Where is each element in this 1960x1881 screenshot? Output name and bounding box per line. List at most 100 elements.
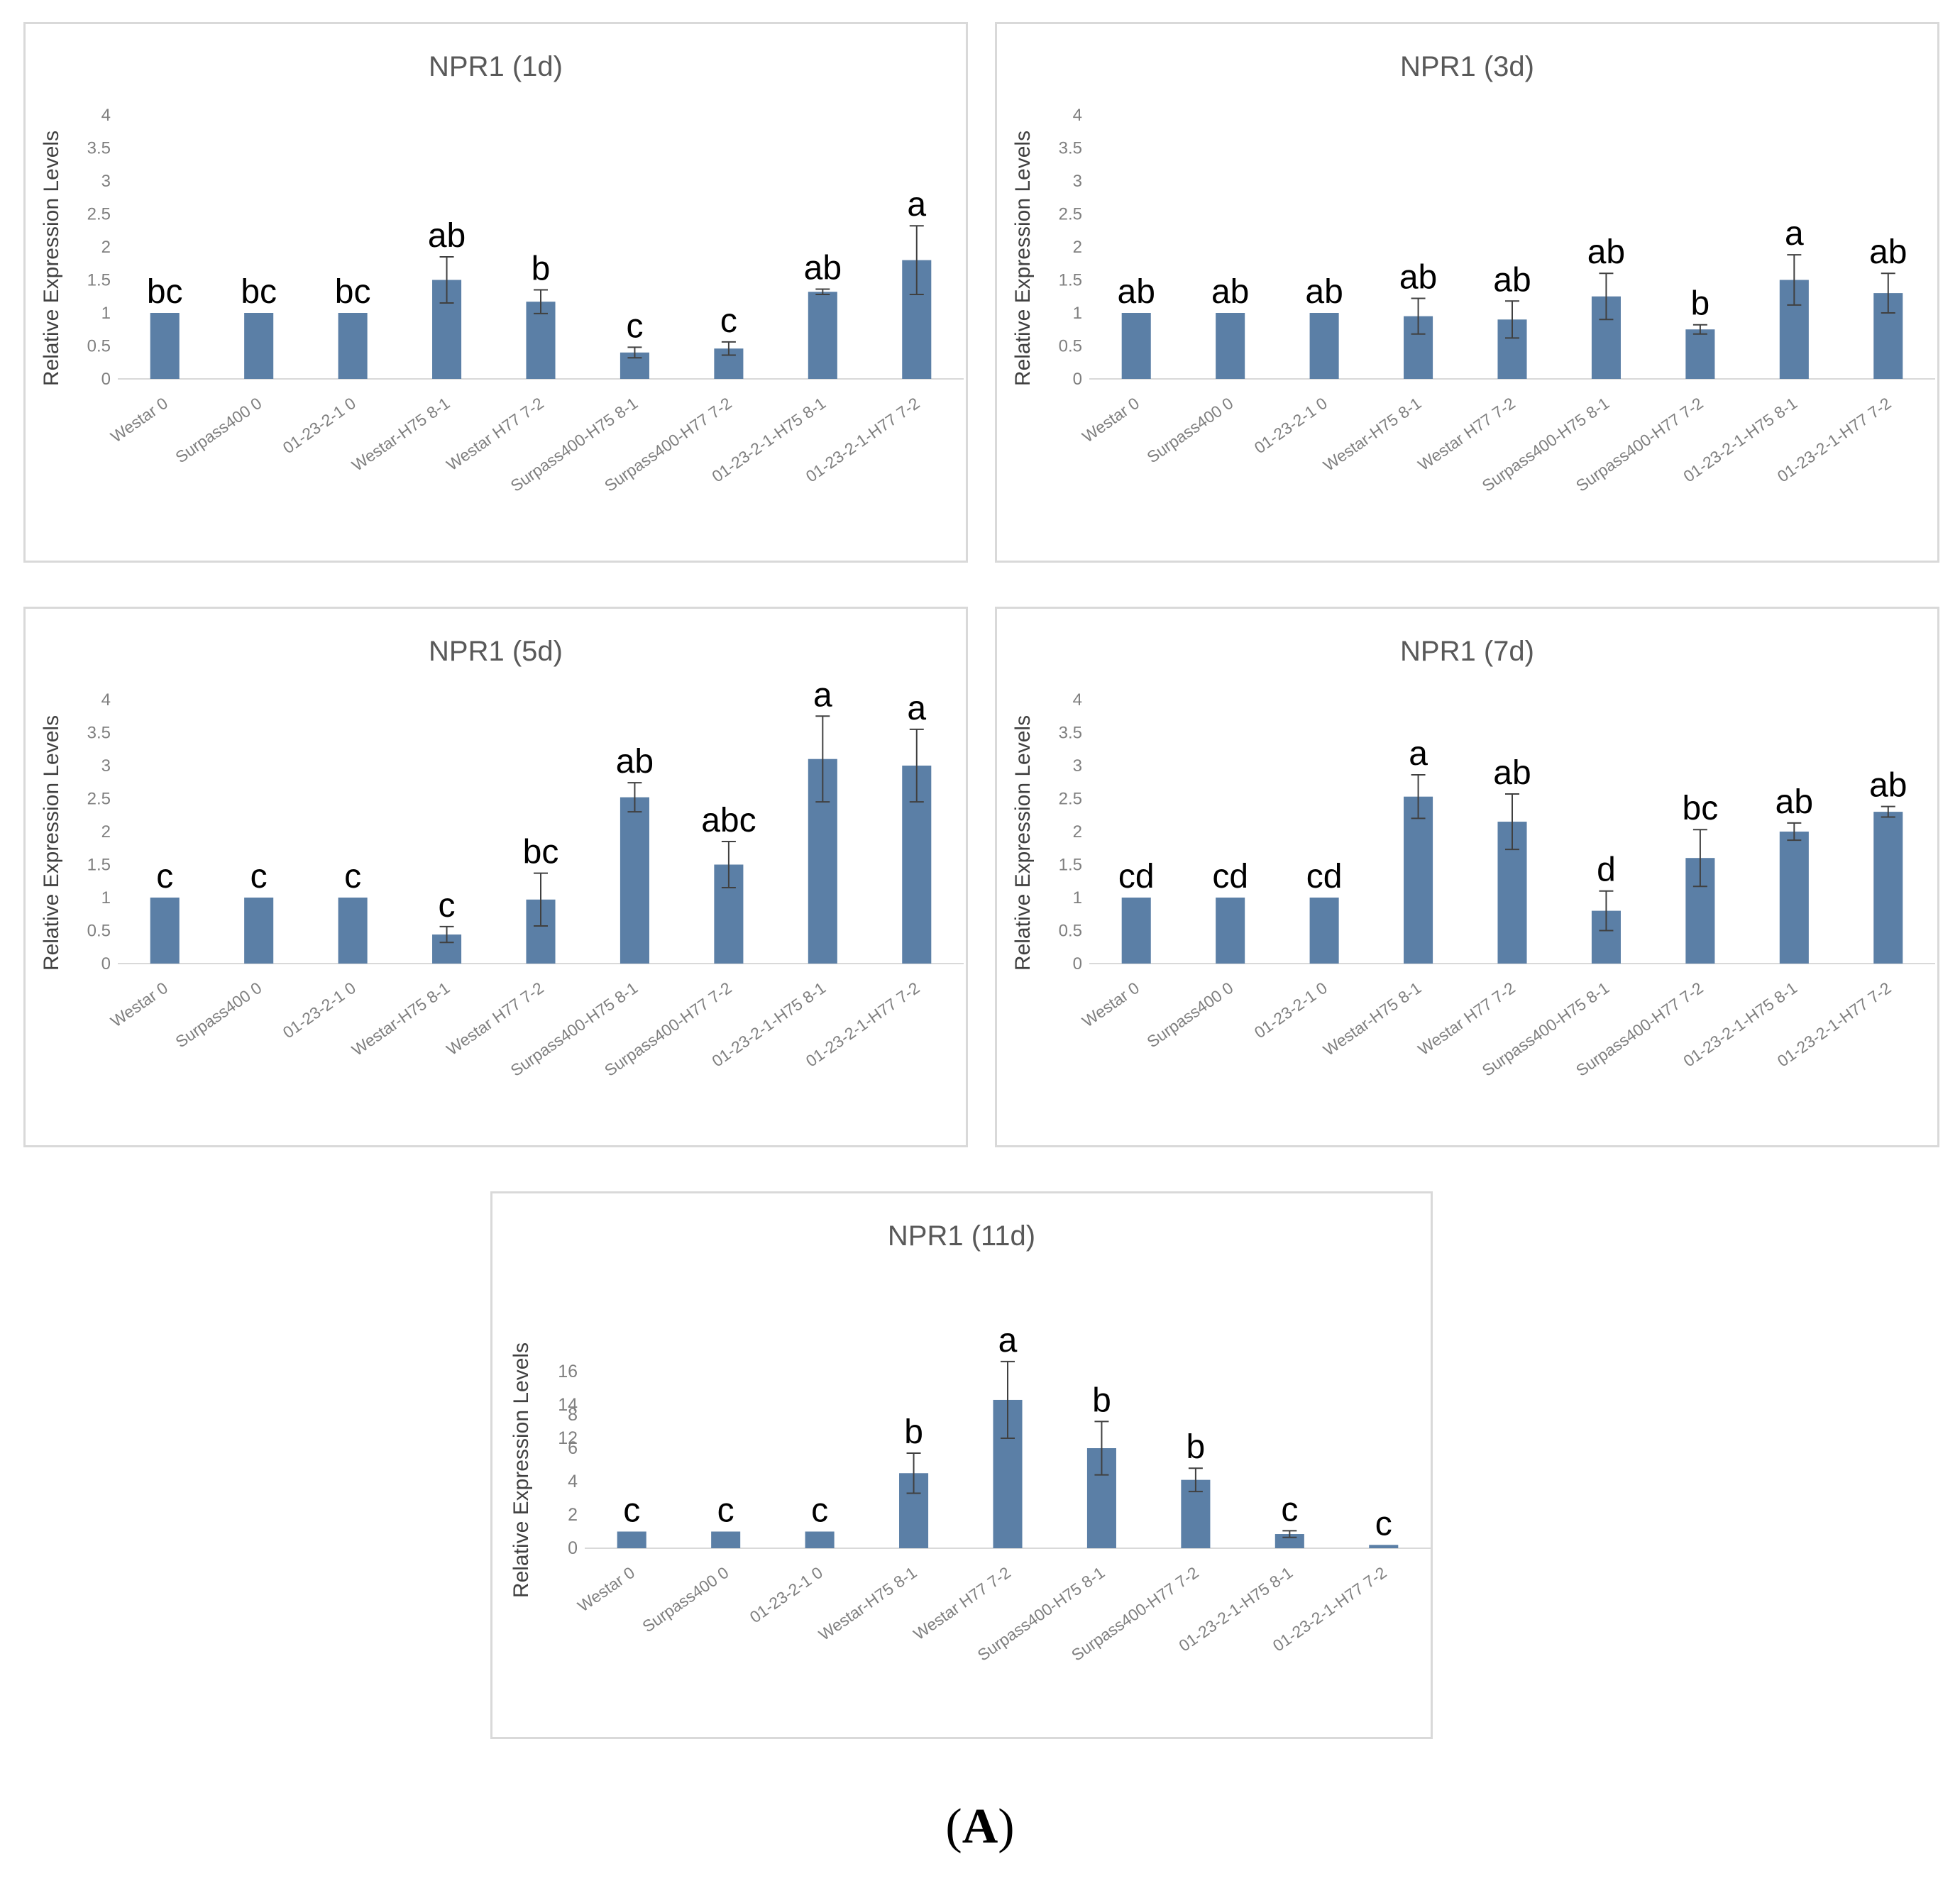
y-axis-title: Relative Expression Levels <box>510 1342 533 1598</box>
y-tick-label: 0.5 <box>1059 337 1082 356</box>
y-tick-label: 1.5 <box>1059 271 1082 290</box>
significance-letter: c <box>626 307 643 345</box>
chart-title: NPR1 (3d) <box>1400 51 1534 82</box>
y-tick-label: 0 <box>1073 370 1082 389</box>
y-tick-label: 14 <box>558 1395 578 1415</box>
x-tick-label: Surpass400 0 <box>639 1563 732 1636</box>
y-tick-label: 1 <box>1073 888 1082 908</box>
significance-letter: b <box>1092 1381 1111 1419</box>
significance-letter: ab <box>1399 259 1437 297</box>
significance-letter: cd <box>1212 858 1248 895</box>
significance-letter: c <box>439 887 456 925</box>
significance-letter: b <box>532 250 551 287</box>
significance-letter: a <box>1409 735 1428 773</box>
y-tick-label: 4 <box>101 690 111 710</box>
y-tick-label: 12 <box>558 1428 578 1448</box>
significance-letter: c <box>250 858 268 895</box>
y-tick-label: 0.5 <box>1059 922 1082 941</box>
y-tick-label: 8 <box>568 1405 578 1425</box>
x-tick-label: Westar 0 <box>1079 978 1143 1031</box>
chart-plot-7d: 0 0.5 1 1.5 2 2.5 3 3.5 4 Relative Expression Lev… <box>1011 690 1935 1080</box>
x-tick-label: Westar-H75 8-1 <box>1320 394 1425 475</box>
significance-letter: ab <box>1305 273 1343 311</box>
y-tick-label: 2.5 <box>87 790 111 809</box>
x-tick-label: 01-23-2-1 0 <box>1251 394 1331 458</box>
significance-letter: abc <box>701 802 756 839</box>
x-tick-label: Surpass400 0 <box>172 394 265 467</box>
bar <box>150 898 180 964</box>
significance-letter: ab <box>1493 754 1531 792</box>
significance-letter: bc <box>147 273 183 311</box>
chart-panel-3d: NPR1 (3d) 0 0.5 1 1.5 2 2.5 3 3.5 4 Relative Expr… <box>995 22 1939 563</box>
bar <box>338 313 368 379</box>
x-tick-label: 01-23-2-1 0 <box>280 394 359 458</box>
significance-letter: ab <box>428 217 466 255</box>
y-tick-label: 3.5 <box>87 724 111 743</box>
y-tick-label: 2.5 <box>1059 205 1082 224</box>
significance-letter: a <box>1785 215 1804 253</box>
caption-open: ( <box>945 1799 962 1854</box>
y-tick-label: 3 <box>1073 172 1082 191</box>
y-tick-label: 6 <box>568 1438 578 1458</box>
bar <box>620 797 649 964</box>
x-tick-label: 01-23-2-1 0 <box>1251 978 1331 1042</box>
y-tick-label: 4 <box>1073 690 1082 710</box>
y-tick-label: 4 <box>568 1472 578 1491</box>
significance-letter: a <box>907 690 926 727</box>
bar <box>1121 898 1151 964</box>
significance-letter: ab <box>804 250 842 287</box>
x-tick-label: Westar 0 <box>107 978 171 1031</box>
y-tick-label: 1.5 <box>87 856 111 875</box>
significance-letter: ab <box>1493 261 1531 299</box>
significance-letter: c <box>344 858 361 895</box>
y-tick-label: 3 <box>101 172 111 191</box>
y-tick-label: 3 <box>101 756 111 776</box>
y-tick-label: 1.5 <box>1059 856 1082 875</box>
bar <box>244 313 274 379</box>
significance-letter: b <box>904 1413 923 1451</box>
y-tick-label: 3.5 <box>1059 724 1082 743</box>
y-tick-label: 1 <box>101 304 111 323</box>
significance-letter: bc <box>523 834 559 871</box>
bar <box>1873 812 1903 964</box>
bar <box>150 313 180 379</box>
caption-close: ) <box>998 1799 1015 1854</box>
significance-letter: c <box>1375 1505 1392 1543</box>
y-tick-label: 3.5 <box>1059 139 1082 158</box>
bar <box>1274 1534 1304 1548</box>
figure-caption: (A) <box>0 1799 1960 1855</box>
y-tick-label: 2.5 <box>87 205 111 224</box>
significance-letter: bc <box>335 273 371 311</box>
chart-panel-11d: NPR1 (11d) 0 2 4 6 8 12 14 16 Relative Expressio… <box>490 1191 1433 1739</box>
significance-letter: b <box>1691 285 1710 323</box>
significance-letter: ab <box>1587 233 1625 271</box>
y-tick-label: 4 <box>1073 106 1082 125</box>
x-tick-label: Westar 0 <box>1079 394 1143 446</box>
significance-letter: bc <box>1683 790 1719 827</box>
x-tick-label: 01-23-2-1 0 <box>280 978 359 1042</box>
y-tick-label: 1 <box>1073 304 1082 323</box>
y-tick-label: 0 <box>101 370 111 389</box>
significance-letter: cd <box>1118 858 1155 895</box>
significance-letter: ab <box>1211 273 1249 311</box>
bar <box>1685 329 1715 379</box>
bar <box>617 1531 646 1548</box>
significance-letter: c <box>717 1492 734 1530</box>
chart-plot-3d: 0 0.5 1 1.5 2 2.5 3 3.5 4 Relative Expression Lev… <box>1011 106 1935 495</box>
y-axis-title: Relative Expression Levels <box>40 131 63 386</box>
x-tick-label: Westar 0 <box>107 394 171 446</box>
y-tick-label: 3.5 <box>87 139 111 158</box>
x-tick-label: Westar H77 7-2 <box>910 1563 1014 1643</box>
y-tick-label: 1 <box>101 888 111 908</box>
y-tick-label: 2 <box>101 238 111 257</box>
y-tick-label: 2.5 <box>1059 790 1082 809</box>
x-tick-label: Westar H77 7-2 <box>1414 978 1519 1059</box>
y-axis-title: Relative Expression Levels <box>40 715 63 971</box>
bar <box>526 302 556 379</box>
bar <box>338 898 368 964</box>
x-tick-label: Surpass400 0 <box>172 978 265 1052</box>
bar <box>1309 898 1339 964</box>
chart-title: NPR1 (5d) <box>429 636 563 667</box>
x-tick-label: Westar H77 7-2 <box>1414 394 1519 474</box>
bar <box>805 1531 835 1548</box>
